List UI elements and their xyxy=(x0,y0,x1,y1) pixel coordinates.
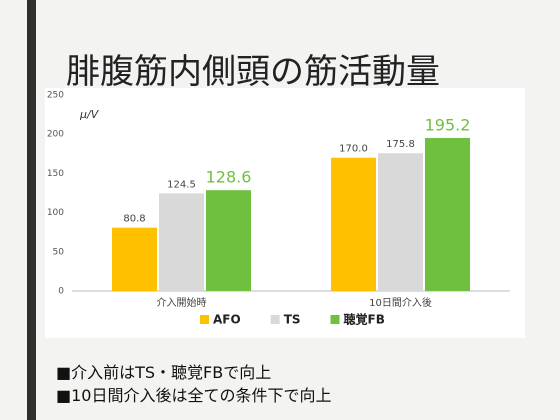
bar xyxy=(112,227,157,291)
legend-swatch xyxy=(330,315,340,324)
accent-stripe xyxy=(27,0,36,420)
bar xyxy=(206,190,251,291)
bullet: ■10日間介入後は全ての条件下で向上 xyxy=(56,386,332,405)
y-tick-label: 0 xyxy=(58,287,64,297)
bar xyxy=(425,137,470,291)
bar xyxy=(159,193,204,291)
data-label: 195.2 xyxy=(425,115,471,134)
legend-label: AFO xyxy=(213,313,241,327)
chart: μ/V 0 50 100 150 200 250 介入開始時 80.8 124.5 128.6 10… xyxy=(45,88,525,338)
x-tick-label: 介入開始時 xyxy=(157,296,207,309)
y-tick-label: 250 xyxy=(47,91,64,101)
legend-label: 聴覚FB xyxy=(344,312,385,327)
legend-swatch xyxy=(200,315,209,324)
bar xyxy=(331,157,376,291)
bar xyxy=(378,153,423,291)
data-label: 128.6 xyxy=(206,168,252,187)
data-label: 175.8 xyxy=(386,139,415,150)
slide-title: 腓腹筋内側頭の筋活動量 xyxy=(66,52,440,92)
data-label: 124.5 xyxy=(167,179,196,190)
y-tick-label: 200 xyxy=(47,130,64,140)
data-label: 80.8 xyxy=(123,214,145,225)
bullet: ■介入前はTS・聴覚FBで向上 xyxy=(56,363,272,382)
y-tick-label: 150 xyxy=(47,169,64,179)
legend-swatch xyxy=(270,315,280,324)
legend-label: TS xyxy=(284,313,301,327)
y-tick-label: 50 xyxy=(53,247,65,257)
data-label: 170.0 xyxy=(339,144,368,155)
y-tick-label: 100 xyxy=(47,208,64,218)
x-tick-label: 10日間介入後 xyxy=(369,296,432,309)
y-axis-label: μ/V xyxy=(79,108,100,121)
